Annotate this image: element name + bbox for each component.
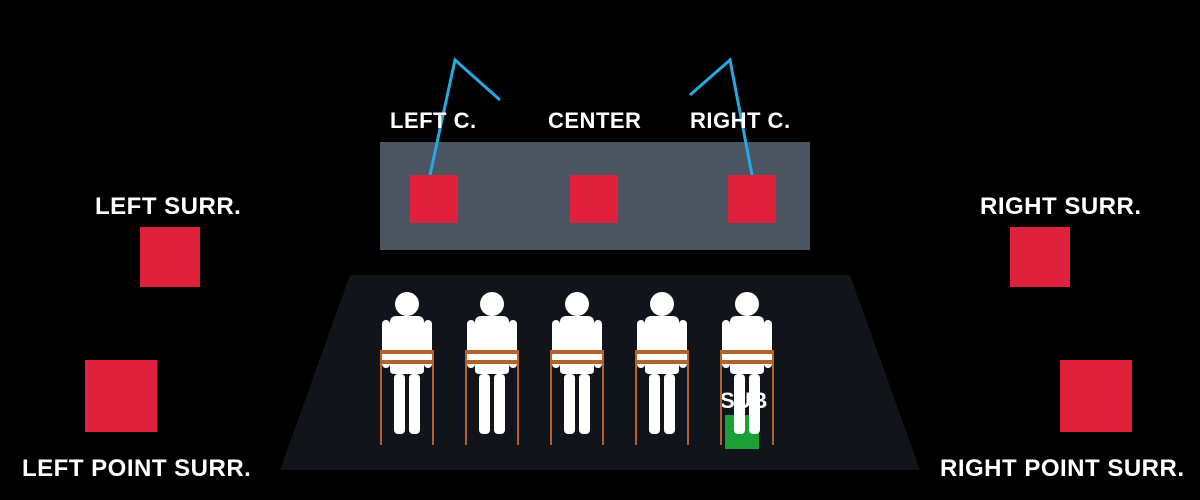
audience-person xyxy=(380,290,434,445)
speaker-right-c xyxy=(728,175,776,223)
label-right-point: RIGHT POINT SURR. xyxy=(940,455,1185,483)
speaker-right-surr xyxy=(1010,227,1070,287)
speaker-left-c xyxy=(410,175,458,223)
label-left-point: LEFT POINT SURR. xyxy=(22,455,251,483)
audience-person xyxy=(550,290,604,445)
speaker-right-point xyxy=(1060,360,1132,432)
label-right-c: RIGHT C. xyxy=(690,108,791,134)
surround-diagram: LEFT C. CENTER RIGHT C. LEFT SURR. RIGHT… xyxy=(0,0,1200,500)
label-center: CENTER xyxy=(548,108,641,134)
speaker-left-surr xyxy=(140,227,200,287)
label-left-c: LEFT C. xyxy=(390,108,477,134)
label-right-surr: RIGHT SURR. xyxy=(980,193,1142,221)
speaker-left-point xyxy=(85,360,157,432)
label-left-surr: LEFT SURR. xyxy=(95,193,241,221)
speaker-center xyxy=(570,175,618,223)
audience-person xyxy=(720,290,774,445)
audience-person xyxy=(635,290,689,445)
audience-person xyxy=(465,290,519,445)
